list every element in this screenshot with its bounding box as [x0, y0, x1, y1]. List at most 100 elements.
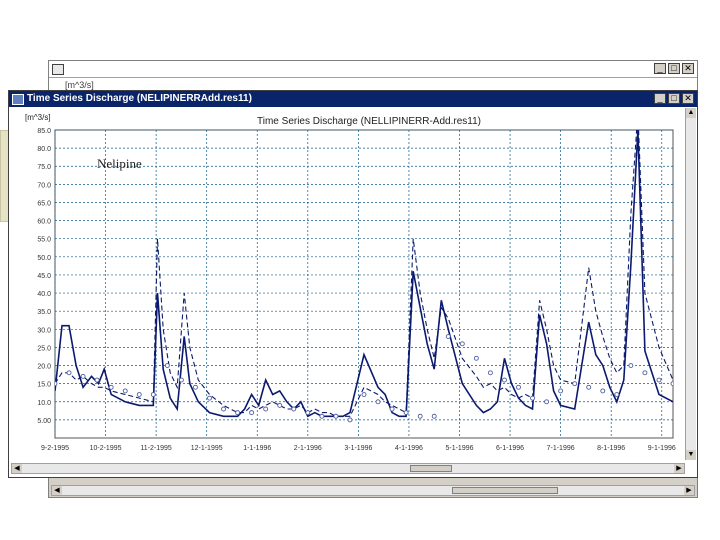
background-caption-buttons: _ □ ✕	[654, 63, 694, 74]
y-tick-label: 70.0	[37, 182, 51, 189]
series-marker	[544, 399, 550, 405]
x-tick-label: 5-1-1996	[445, 445, 473, 452]
y-tick-label: 20.0	[37, 364, 51, 371]
y-tick-label: 80.0	[37, 146, 51, 153]
chart-horizontal-scrollbar[interactable]: ◀ ▶	[11, 463, 685, 474]
window-icon	[52, 64, 64, 75]
maximize-button[interactable]: □	[668, 93, 680, 104]
series-marker	[431, 413, 437, 419]
series-marker	[136, 392, 142, 397]
window-title: Time Series Discharge (NELIPINERRAdd.res…	[27, 93, 252, 104]
x-tick-label: 6-1-1996	[496, 445, 524, 452]
y-tick-label: 55.0	[37, 237, 51, 244]
chart-title: Time Series Discharge (NELLIPINERR-Add.r…	[257, 116, 481, 127]
series-marker	[277, 402, 283, 408]
series-marker	[80, 373, 86, 379]
close-button[interactable]: ✕	[682, 93, 694, 104]
series-marker	[291, 406, 297, 412]
x-tick-label: 7-1-1996	[547, 445, 575, 452]
series-marker	[178, 377, 184, 383]
series-marker	[417, 413, 423, 419]
series-marker	[558, 388, 564, 394]
series-marker	[572, 381, 578, 387]
series-marker	[333, 413, 339, 419]
series-marker	[487, 370, 493, 376]
series-marker	[502, 377, 507, 383]
chart-window-titlebar[interactable]: Time Series Discharge (NELIPINERRAdd.res…	[9, 91, 697, 107]
series-marker	[361, 392, 367, 397]
y-tick-label: 15.0	[37, 382, 51, 389]
plot-frame	[54, 129, 674, 439]
scroll-left-icon[interactable]: ◀	[12, 464, 22, 473]
series-marker	[193, 384, 198, 390]
x-tick-label: 1-1-1996	[243, 445, 271, 452]
series-marker	[389, 406, 395, 412]
y-tick-label: 30.0	[37, 327, 51, 334]
y-tick-label: 85.0	[37, 128, 51, 135]
series-marker	[459, 341, 465, 347]
y-tick-label: 50.0	[37, 255, 51, 262]
scroll-up-icon[interactable]: ▲	[686, 108, 696, 118]
chart-annotation: Nelipine	[97, 156, 142, 171]
series-marker	[94, 377, 100, 383]
y-tick-label: 65.0	[37, 200, 51, 207]
chart-window: Time Series Discharge (NELIPINERRAdd.res…	[8, 90, 698, 478]
x-tick-label: 9-2-1995	[41, 445, 69, 452]
series-marker	[614, 392, 620, 397]
x-tick-label: 9-1-1996	[648, 445, 676, 452]
discharge-chart: [m^3/s] Time Series Discharge (NELLIPINE…	[25, 113, 676, 452]
chart-vertical-scrollbar[interactable]: ▲ ▼	[685, 108, 696, 460]
scroll-down-icon[interactable]: ▼	[686, 450, 696, 460]
series-marker	[600, 388, 606, 394]
chart-ylabel: [m^3/s]	[25, 113, 51, 122]
y-tick-label: 10.0	[37, 400, 51, 407]
y-tick-label: 75.0	[37, 164, 51, 171]
background-horizontal-scrollbar[interactable]: ◀ ▶	[51, 485, 695, 496]
background-unit-label: [m^3/s]	[65, 80, 94, 90]
series-marker	[221, 406, 226, 412]
series-marker	[263, 406, 269, 412]
series-marker	[164, 363, 170, 368]
x-axis-ticks: 9-2-1995 10-2-1995 11-2-1995 12-1-1995 1-1-1…	[41, 445, 676, 452]
x-tick-label: 3-1-1996	[344, 445, 372, 452]
y-tick-label: 25.0	[37, 345, 51, 352]
y-tick-label: 60.0	[37, 219, 51, 226]
x-tick-label: 4-1-1996	[395, 445, 423, 452]
series-marker	[55, 381, 58, 387]
x-tick-label: 12-1-1995	[191, 445, 223, 452]
scroll-left-icon[interactable]: ◀	[52, 486, 62, 495]
y-tick-label: 35.0	[37, 309, 51, 316]
series-marker	[150, 392, 156, 397]
chart-series	[55, 130, 673, 423]
series-marker	[319, 413, 325, 419]
maximize-button[interactable]: □	[668, 63, 680, 74]
series-line-solid	[55, 130, 673, 418]
minimize-button[interactable]: _	[654, 63, 666, 74]
series-marker	[375, 399, 381, 405]
series-marker	[473, 355, 479, 361]
background-window-titlebar[interactable]: _ □ ✕	[49, 61, 697, 78]
series-marker	[122, 388, 128, 394]
y-tick-label: 45.0	[37, 273, 51, 280]
series-line-dashed	[55, 130, 673, 417]
scroll-right-icon[interactable]: ▶	[674, 464, 684, 473]
y-tick-label: 5.00	[37, 418, 51, 425]
x-tick-label: 2-1-1996	[294, 445, 322, 452]
y-tick-label: 40.0	[37, 291, 51, 298]
background-window-header: [m^3/s]	[49, 78, 697, 93]
series-marker	[305, 410, 311, 416]
close-button[interactable]: ✕	[682, 63, 694, 74]
scrollbar-thumb[interactable]	[410, 465, 452, 472]
series-marker	[530, 395, 535, 401]
y-axis-ticks: 5.00 10.0 15.0 20.0 25.0 30.0 35.0 40.0 45.0 50.0…	[37, 128, 51, 425]
series-marker	[249, 410, 255, 416]
scrollbar-thumb[interactable]	[452, 487, 558, 494]
scroll-right-icon[interactable]: ▶	[684, 486, 694, 495]
series-marker	[642, 370, 648, 376]
x-tick-label: 10-2-1995	[90, 445, 122, 452]
minimize-button[interactable]: _	[654, 93, 666, 104]
chart-caption-buttons: _ □ ✕	[654, 93, 694, 104]
chart-grid	[54, 129, 674, 439]
series-marker	[586, 384, 592, 390]
series-marker	[516, 384, 521, 390]
